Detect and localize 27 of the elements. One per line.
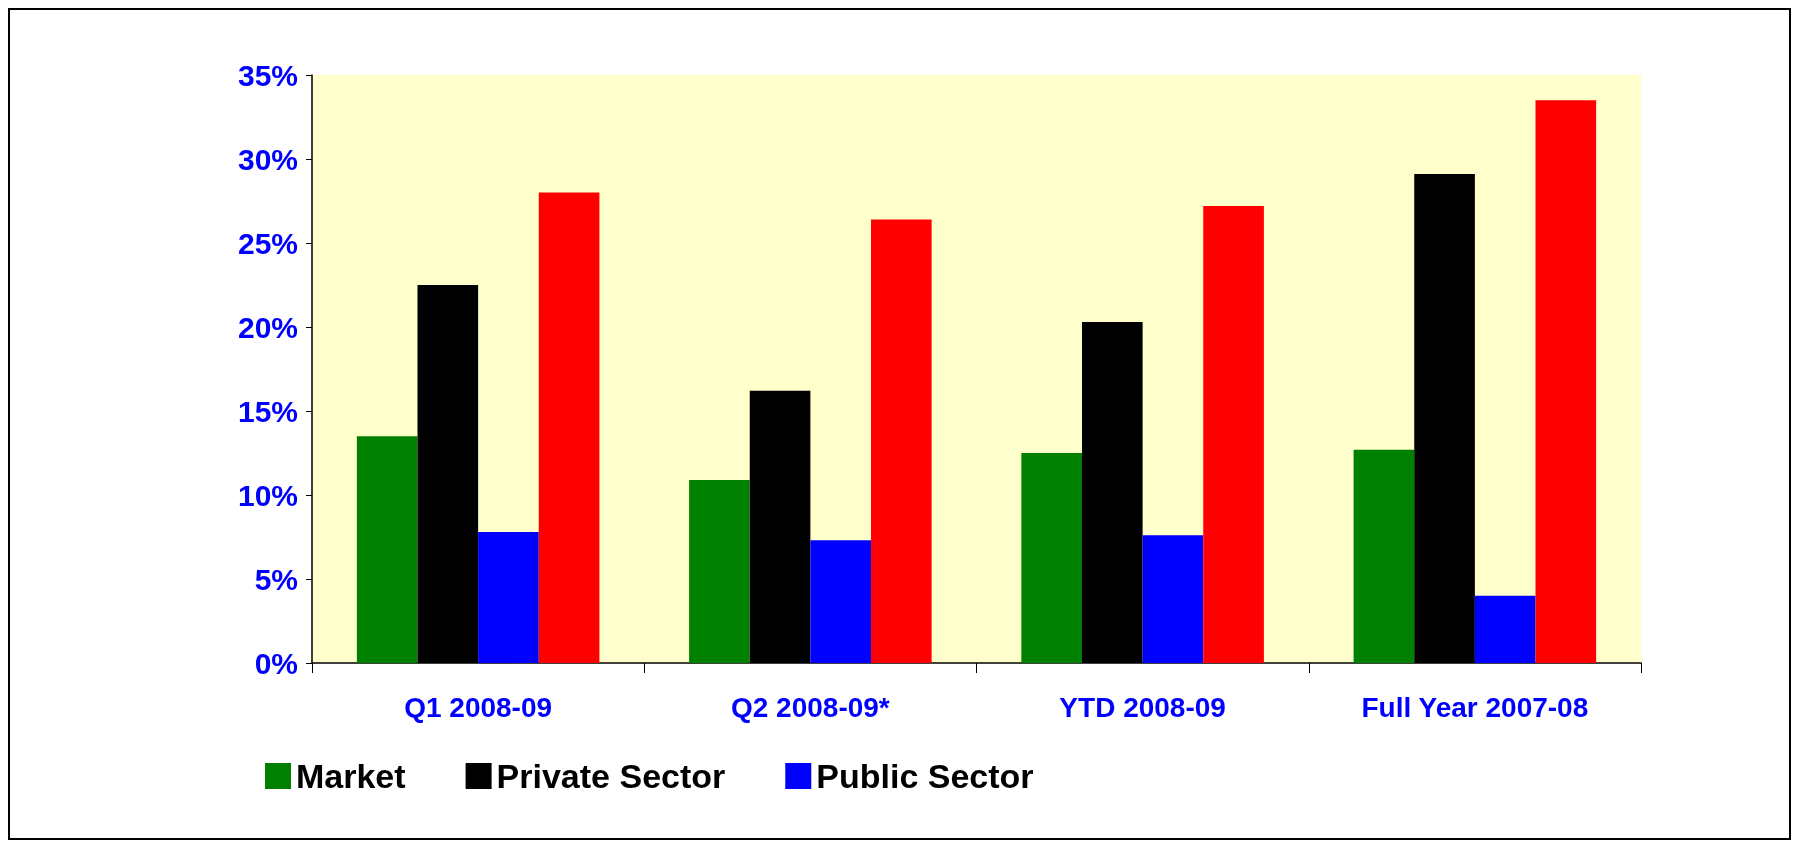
x-tick-label: YTD 2008-09 [1059,691,1226,723]
bar [1535,100,1597,663]
y-tick-label: 5% [254,562,298,596]
bar [1021,453,1082,663]
y-tick-label: 10% [237,478,298,512]
x-tick-label: Full Year 2007-08 [1361,691,1589,723]
bar [478,531,539,663]
y-tick-label: 0% [254,646,298,680]
bar [1474,595,1536,663]
legend-label: Private Sector [496,757,726,795]
y-tick-label: 25% [237,226,298,260]
x-tick-label: Q2 2008-09* [730,691,890,723]
bar [1203,206,1264,663]
bar [538,192,600,663]
bar [689,479,750,663]
y-tick-label: 20% [237,310,298,344]
legend-label: Market [296,757,406,795]
bar [1142,535,1204,663]
x-tick-label: Q1 2008-09 [404,691,553,723]
bar [810,540,872,663]
y-tick-label: 35% [237,58,298,92]
bar [871,219,932,663]
y-tick-label: 15% [237,394,298,428]
bar [356,436,418,663]
y-tick-label: 30% [237,142,298,176]
bar [1353,449,1415,663]
legend-label: Public Sector [816,757,1034,795]
